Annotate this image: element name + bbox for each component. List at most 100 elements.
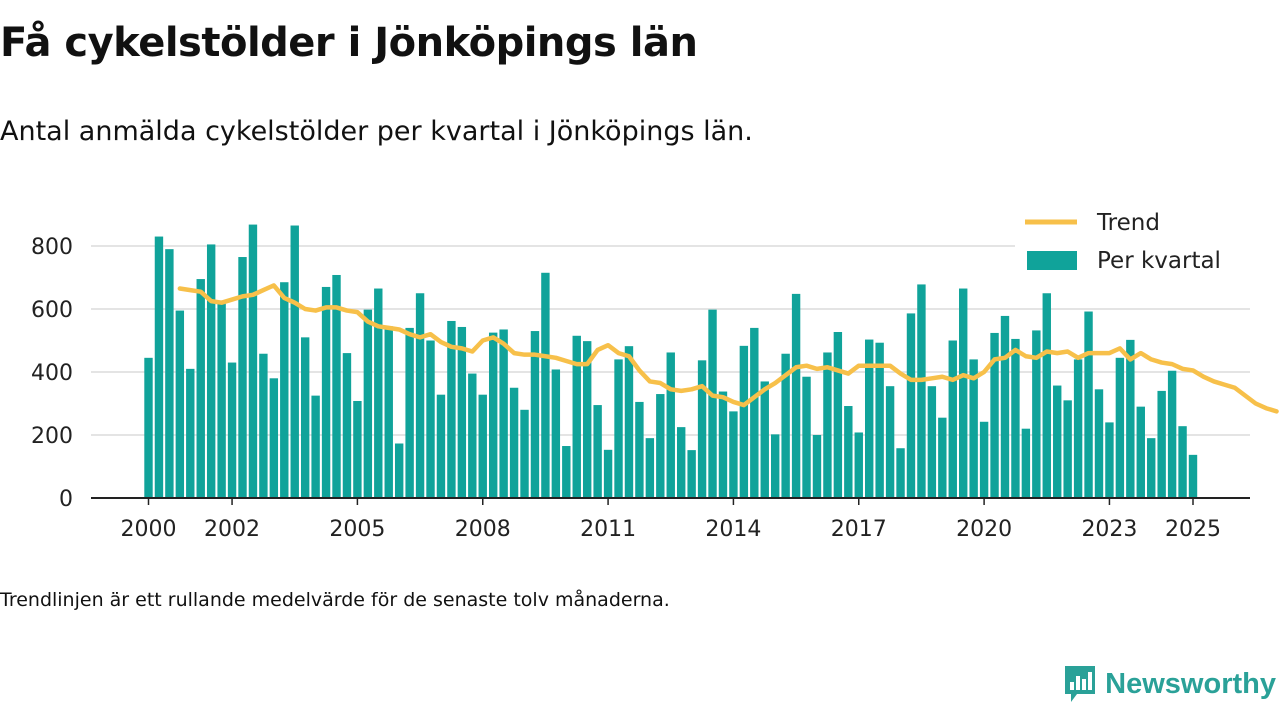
bar-chart: 0 200 400 600 800 2000 2002 2005 2008 2011 2014 201… [31, 208, 1279, 542]
bar [666, 352, 675, 498]
bar [394, 443, 404, 498]
bar [248, 224, 258, 498]
bar [906, 313, 916, 498]
bar [384, 326, 393, 498]
bar-series-per-kvartal [144, 224, 1198, 499]
bar [363, 309, 373, 498]
bar [844, 406, 853, 498]
bar [802, 376, 811, 498]
bar [374, 288, 383, 498]
bar [593, 405, 602, 498]
bar [927, 386, 937, 498]
chart-title: Få cykelstölder i Jönköpings län [0, 20, 698, 66]
bar [1042, 293, 1051, 498]
bar [948, 340, 957, 498]
x-tick-label: 2020 [956, 517, 1012, 542]
bar [457, 326, 467, 498]
bar [1000, 315, 1010, 498]
bar [509, 387, 519, 498]
bar [415, 293, 425, 498]
bar [1188, 454, 1198, 498]
bar [353, 400, 362, 498]
bar [624, 346, 634, 498]
bar [760, 381, 769, 498]
bar [572, 335, 581, 498]
newsworthy-logo[interactable]: Newsworthy [1063, 662, 1276, 706]
bar [614, 359, 623, 498]
x-tick-label: 2014 [705, 517, 761, 542]
bar [342, 353, 352, 498]
bar [771, 434, 780, 498]
bar [165, 249, 174, 498]
bar [823, 352, 832, 498]
x-tick-label: 2008 [455, 517, 511, 542]
bar [154, 236, 164, 499]
trend-line [177, 283, 1279, 414]
bar [447, 320, 456, 498]
bar [499, 329, 508, 498]
bar [468, 373, 477, 498]
bar [280, 282, 289, 498]
bar [1021, 428, 1031, 498]
bar [227, 362, 237, 498]
bar [426, 340, 435, 498]
bar [541, 272, 550, 498]
bar [1178, 426, 1187, 498]
x-tick-label: 2005 [329, 517, 385, 542]
bar [781, 353, 790, 498]
bar [645, 438, 655, 498]
bar [1073, 359, 1083, 498]
bar [1084, 311, 1093, 498]
bar [186, 368, 195, 498]
bar [791, 293, 801, 498]
bar [739, 345, 749, 498]
bar [687, 450, 696, 498]
bar [1094, 389, 1104, 498]
bar [1115, 357, 1125, 498]
axes: 0 200 400 600 800 2000 2002 2005 2008 2011 2014 201… [31, 235, 1250, 542]
bar [833, 332, 843, 498]
bar [530, 331, 540, 498]
y-tick-label: 200 [31, 424, 73, 449]
bar [750, 327, 759, 498]
bar [1063, 400, 1072, 498]
bar [259, 353, 268, 498]
bar [718, 391, 728, 498]
bar [1157, 390, 1166, 498]
bar [1032, 330, 1041, 498]
bar [677, 427, 686, 499]
x-tick-label: 2002 [204, 517, 260, 542]
bar [875, 342, 884, 498]
bar [551, 369, 561, 498]
bar [332, 274, 341, 498]
chart-subtitle: Antal anmälda cykelstölder per kvartal i… [0, 116, 753, 147]
bar [697, 360, 707, 498]
y-tick-label: 800 [31, 235, 73, 260]
bar [959, 288, 968, 498]
bar [175, 310, 185, 498]
bar [300, 337, 310, 498]
bar [865, 339, 874, 498]
bar [478, 394, 487, 498]
brand-name: Newsworthy [1105, 667, 1276, 700]
bar [635, 401, 644, 498]
bar [1011, 338, 1020, 498]
x-tick-label: 2023 [1081, 517, 1137, 542]
newsworthy-logo-icon [1065, 666, 1096, 702]
bar [582, 341, 592, 498]
y-tick-label: 0 [59, 487, 73, 512]
bar [144, 357, 153, 498]
legend-trend-label: Trend [1096, 210, 1160, 236]
bar [603, 449, 613, 498]
trend-series [177, 283, 1279, 414]
legend-bar-label: Per kvartal [1097, 248, 1221, 274]
x-tick-label: 2000 [121, 517, 177, 542]
bar [1126, 339, 1135, 498]
y-tick-label: 600 [31, 298, 73, 323]
bar [1136, 406, 1145, 498]
legend: Trend Per kvartal [1015, 208, 1250, 288]
bar [405, 327, 414, 498]
bar [1167, 370, 1177, 498]
bar [238, 257, 247, 498]
bar [436, 394, 446, 498]
